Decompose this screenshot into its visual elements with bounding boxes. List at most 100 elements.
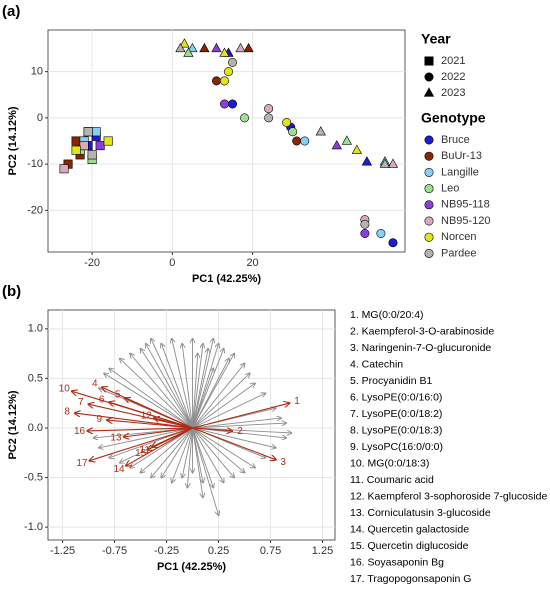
point (388, 238, 398, 248)
legend-title: Year (421, 31, 451, 47)
legend-label: 2023 (441, 87, 465, 99)
loading-arrow (161, 344, 193, 429)
legend-label: Pardee (441, 247, 476, 259)
point (224, 67, 234, 77)
loading-arrow (192, 373, 250, 429)
y-tick-label: 0 (37, 112, 43, 124)
highlight-arrow (107, 420, 193, 429)
arrow-label: 17 (76, 458, 88, 469)
legend-label: Leo (441, 183, 459, 195)
point (95, 141, 105, 151)
point (79, 141, 89, 151)
legend-symbol (424, 248, 434, 258)
highlight-arrow (192, 403, 290, 429)
highlight-arrow (125, 398, 193, 429)
point (187, 42, 198, 53)
legend-item: 17. Tragopogonsaponin G (350, 573, 471, 585)
x-tick-label: -0.75 (102, 545, 127, 557)
loading-arrow (192, 368, 214, 429)
point (235, 42, 246, 53)
x-tick-label: -0.25 (154, 545, 179, 557)
loading-arrow (141, 349, 193, 429)
loading-arrow (151, 427, 193, 478)
arrow-label: 15 (135, 448, 147, 459)
y-tick-label: -0.5 (24, 471, 43, 483)
loading-arrow (192, 427, 245, 473)
loading-arrow (192, 354, 198, 429)
point (228, 99, 238, 109)
legend-item: 9. LysoPC(16:0/0:0) (350, 441, 443, 453)
y-tick-label: 0.5 (28, 372, 43, 384)
point (71, 145, 81, 155)
point (183, 47, 194, 57)
legend-label: NB95-118 (441, 199, 490, 211)
highlight-arrow (124, 427, 193, 437)
legend-item: 7. LysoPE(0:0/18:2) (350, 408, 442, 420)
highlight-arrow (75, 413, 193, 429)
highlight-arrow (192, 427, 276, 460)
x-tick-label: -20 (84, 257, 100, 269)
legend-label: BuUr-13 (441, 150, 482, 162)
loading-arrow (172, 427, 193, 483)
point (243, 42, 254, 53)
point (288, 127, 298, 137)
legend-symbol (424, 135, 434, 145)
loading-arrow (192, 427, 255, 468)
loading-arrow (182, 427, 193, 478)
point (211, 76, 221, 86)
point (315, 126, 326, 136)
loading-arrow (192, 349, 224, 429)
legend-symbol (424, 232, 434, 242)
arrow-label: 9 (97, 414, 103, 425)
loading-arrow (172, 339, 193, 429)
loading-arrow (192, 427, 235, 478)
arrow-label: 5 (115, 390, 121, 401)
arrow-label: 4 (92, 379, 98, 390)
loading-arrow (192, 427, 219, 515)
point (264, 113, 274, 123)
loading-arrow (161, 427, 193, 478)
point (264, 104, 274, 114)
point (351, 144, 362, 154)
plot-background (47, 29, 406, 253)
loading-arrow (192, 364, 245, 429)
loading-arrow (146, 344, 193, 429)
loading-arrow (192, 344, 219, 429)
legend-item: 1. MG(0:0/20:4) (350, 309, 424, 321)
point (211, 42, 222, 53)
loading-arrow (192, 349, 209, 429)
point (179, 38, 190, 48)
loading-arrow (192, 339, 214, 429)
point (379, 158, 391, 168)
point (341, 135, 352, 145)
loading-arrow (192, 427, 276, 448)
arrow-label: 12 (141, 411, 153, 422)
point (59, 164, 69, 174)
point (376, 229, 386, 239)
loading-arrow (182, 344, 193, 429)
point (331, 139, 342, 150)
loading-arrow (192, 393, 266, 429)
legend-title: Genotype (421, 110, 486, 126)
point (199, 42, 210, 53)
arrow-label: 10 (59, 384, 71, 395)
point (360, 219, 370, 229)
arrow-label: 1 (294, 396, 300, 407)
point (360, 229, 370, 239)
legend-symbol (424, 216, 434, 226)
point (87, 150, 97, 160)
arrow-label: 7 (78, 397, 84, 408)
point (219, 76, 229, 86)
point (91, 127, 101, 137)
arrow-label: 14 (113, 464, 125, 475)
y-tick-label: -20 (27, 204, 43, 216)
loading-arrow (130, 354, 193, 429)
legend-item: 6. LysoPE(0:0/16:0) (350, 391, 442, 403)
legend-label: Langille (441, 166, 479, 178)
legend-item: 3. Naringenin-7-O-glucuronide (350, 342, 491, 354)
legend-symbol (424, 200, 434, 210)
x-tick-label: 0 (169, 257, 175, 269)
loading-arrow (192, 344, 203, 429)
loading-arrow (120, 359, 193, 429)
